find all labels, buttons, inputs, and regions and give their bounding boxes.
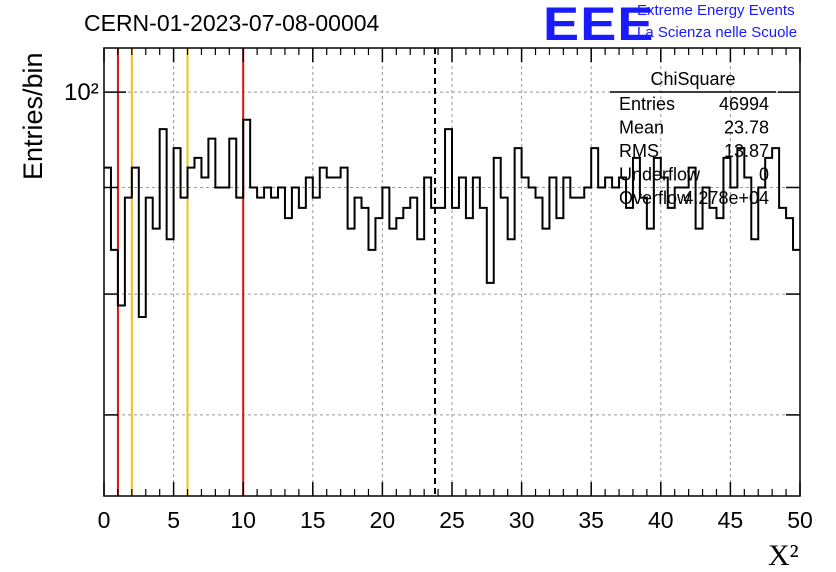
y-axis-label: Entries/bin <box>18 52 48 180</box>
stats-label: Overflow <box>619 188 691 208</box>
logo-line-2: La Scienza nelle Scuole <box>637 24 798 41</box>
x-tick-label: 10 <box>230 507 256 533</box>
x-tick-label: 15 <box>300 507 326 533</box>
stats-value: 13.87 <box>724 141 769 161</box>
x-tick-label: 50 <box>787 507 813 533</box>
eee-logo: EEE <box>543 0 655 50</box>
stats-value: 23.78 <box>724 118 769 138</box>
stats-label: Underflow <box>619 165 701 185</box>
grid-lines <box>104 48 800 496</box>
histogram-outline <box>104 118 800 318</box>
stats-title: ChiSquare <box>650 69 735 89</box>
x-tick-label: 30 <box>509 507 535 533</box>
x-tick-label: 5 <box>167 507 180 533</box>
stats-value: 46994 <box>719 94 769 114</box>
stats-label: RMS <box>619 141 659 161</box>
stats-value: 0 <box>759 165 769 185</box>
x-axis-label: X² <box>768 539 799 572</box>
stats-value: 4.278e+04 <box>683 188 769 208</box>
x-tick-label: 40 <box>648 507 674 533</box>
stats-label: Mean <box>619 118 664 138</box>
x-tick-label: 0 <box>98 507 111 533</box>
marker-lines <box>116 48 437 496</box>
x-tick-label: 45 <box>718 507 744 533</box>
stats-box: ChiSquare Entries 46994 Mean 23.78 RMS 13.87 U… <box>610 69 776 208</box>
x-tick-label: 25 <box>439 507 465 533</box>
x-tick-labels: 0 5 10 15 20 25 30 35 40 45 50 <box>98 507 813 533</box>
x-tick-label: 20 <box>370 507 396 533</box>
chart-title: CERN-01-2023-07-08-00004 <box>84 10 380 36</box>
x-tick-label: 35 <box>578 507 604 533</box>
logo-line-1: Extreme Energy Events <box>637 2 795 19</box>
y-tick-label-100: 10² <box>64 79 99 106</box>
stats-label: Entries <box>619 94 675 114</box>
axis-ticks <box>103 48 801 496</box>
